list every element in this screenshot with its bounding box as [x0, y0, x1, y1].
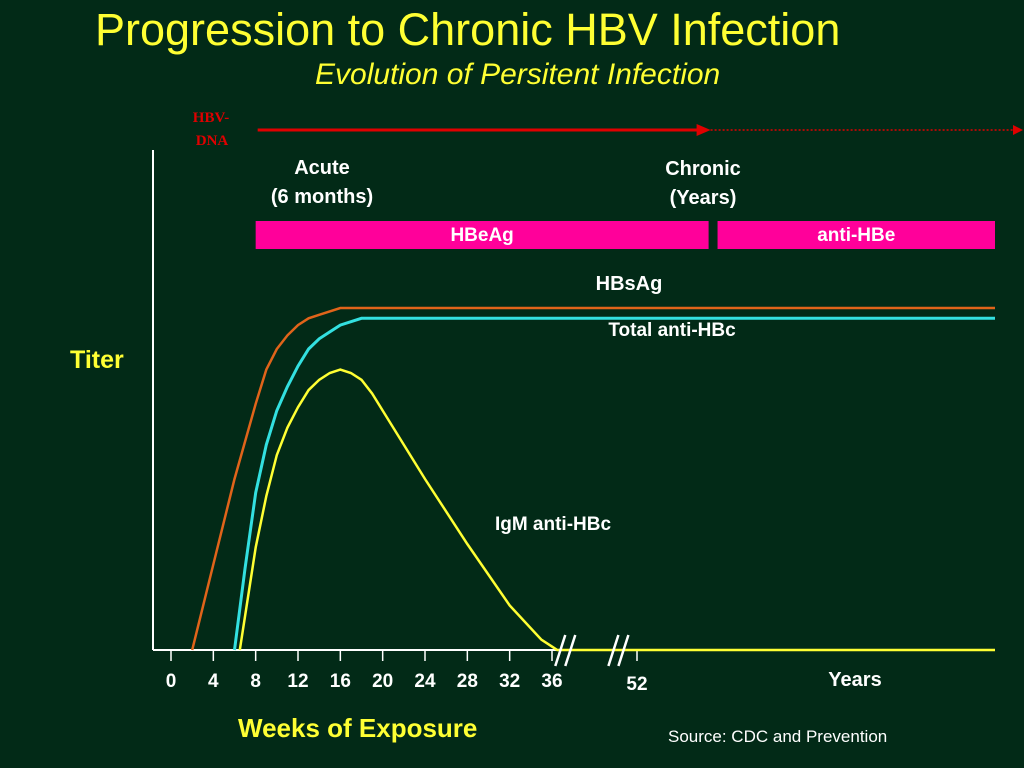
- axis-break-stroke: [564, 634, 577, 667]
- series-igm-anti-hbc-label: IgM anti-HBc: [495, 514, 612, 535]
- hbeag-bar: [255, 221, 709, 249]
- y-axis-title: Titer: [70, 346, 124, 374]
- x-tick-label: 0: [166, 671, 177, 692]
- anti-hbe-bar: [717, 221, 995, 249]
- x-tick-label: 32: [499, 671, 520, 692]
- source-note: Source: CDC and Prevention: [668, 727, 888, 746]
- anti-hbe-bar-label: anti-HBe: [817, 225, 895, 246]
- series-total-anti-hbc-label: Total anti-HBc: [608, 320, 736, 341]
- x-ticks: [170, 650, 638, 661]
- series-hbsag-line: [190, 306, 995, 651]
- x-tick-label: 28: [457, 671, 478, 692]
- phase-acute-label: Acute: [294, 157, 350, 179]
- series-igm-anti-hbc-line: [238, 368, 995, 652]
- phase-chronic-label: Chronic: [665, 158, 741, 180]
- x-tick-label: 16: [330, 671, 351, 692]
- axis-break-stroke: [617, 634, 630, 667]
- x-tick-label: 12: [287, 671, 308, 692]
- x-tick-label: 20: [372, 671, 393, 692]
- series-total-anti-hbc-line: [233, 316, 995, 651]
- axis-break-stroke: [607, 634, 620, 667]
- x-tick-labels: 0 4 8 12 16 20 24 28 32 36 52: [166, 671, 648, 695]
- x-tick-label: 8: [250, 671, 261, 692]
- axis-break-stroke: [554, 634, 567, 667]
- phase-acute-duration: (6 months): [271, 186, 373, 208]
- hbeag-bar-label: HBeAg: [450, 225, 513, 246]
- x-axis-title: Weeks of Exposure: [238, 713, 477, 743]
- phase-chronic-duration: (Years): [670, 187, 737, 209]
- hbv-dna-arrowhead-end: [1013, 125, 1023, 135]
- chart-title: Progression to Chronic HBV Infection: [95, 4, 841, 55]
- x-tick-label: 36: [541, 671, 562, 692]
- series-hbsag-label: HBsAg: [596, 273, 663, 295]
- x-tick-label: 4: [208, 671, 219, 692]
- x-tick-label: 52: [626, 674, 647, 695]
- hbv-dna-label-line2: DNA: [196, 133, 229, 149]
- axis-break-marks: [554, 634, 630, 667]
- x-tick-label: 24: [414, 671, 436, 692]
- hbv-dna-label-line1: HBV-: [193, 110, 229, 126]
- years-label: Years: [828, 669, 881, 691]
- hbv-dna-arrowhead: [696, 124, 711, 136]
- chart-subtitle: Evolution of Persitent Infection: [315, 58, 721, 91]
